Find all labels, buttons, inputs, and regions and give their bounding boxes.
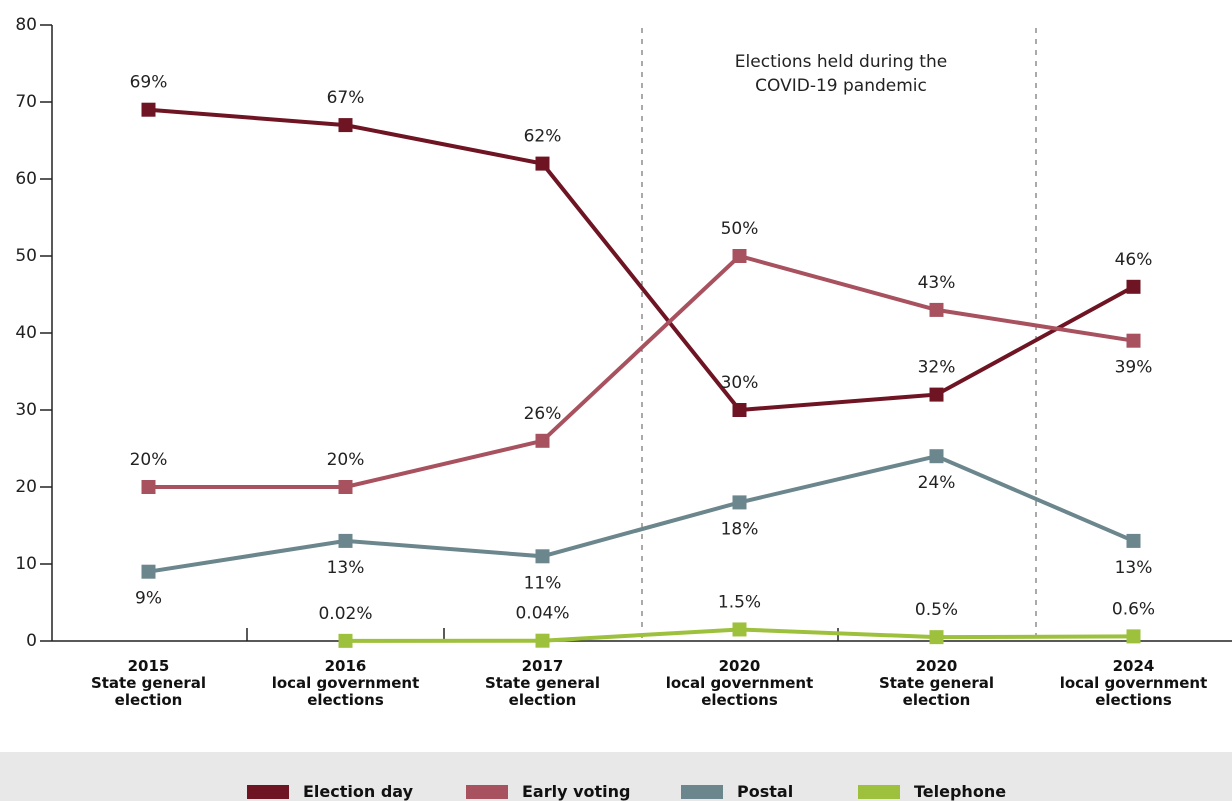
legend-item: Telephone (858, 782, 1006, 801)
marker (338, 118, 353, 133)
data-label: 30% (721, 373, 759, 393)
y-tick-label: 60 (15, 169, 37, 189)
series-line (148, 253, 1134, 489)
data-label: 0.6% (1112, 599, 1155, 619)
data-label: 13% (327, 558, 365, 578)
series-line (148, 454, 1135, 574)
marker (1126, 629, 1141, 644)
data-label: 20% (130, 450, 168, 470)
marker (1126, 279, 1141, 294)
marker (929, 449, 944, 464)
legend-swatch (466, 784, 508, 799)
marker (535, 156, 550, 171)
legend-label: Telephone (914, 782, 1007, 801)
data-label: 24% (918, 473, 956, 493)
marker (732, 249, 747, 263)
legend-label: Election day (303, 782, 414, 801)
data-label: 20% (327, 450, 365, 470)
data-label: 13% (1115, 558, 1153, 578)
marker (535, 433, 550, 448)
x-tick-label: 2016 local government elections (271, 657, 420, 709)
y-tick-label: 80 (15, 15, 37, 35)
marker (929, 302, 944, 317)
legend-item: Election day (247, 782, 413, 801)
marker (535, 549, 550, 564)
legend: Election day Early voting Postal Telephone (0, 752, 1232, 801)
data-label: 0.04% (515, 604, 569, 624)
marker (1126, 533, 1141, 548)
x-tick-label: 2015 State general election (90, 657, 207, 709)
marker (141, 102, 156, 117)
data-label: 32% (918, 358, 956, 378)
data-label: 0.02% (318, 604, 372, 624)
marker (535, 633, 550, 648)
legend-swatch (858, 784, 900, 799)
marker (1126, 333, 1141, 348)
data-label: 18% (721, 519, 759, 539)
marker (338, 633, 353, 648)
legend-swatch (681, 784, 723, 799)
data-label: 62% (524, 127, 562, 147)
marker (732, 495, 747, 510)
y-tick-label: 30 (15, 400, 37, 420)
data-label: 69% (130, 73, 168, 93)
data-label: 43% (918, 273, 956, 293)
x-tick-label: 2017 State general election (484, 657, 601, 709)
data-label: 1.5% (718, 592, 761, 612)
annotation: Elections held during the COVID-19 pande… (734, 52, 948, 96)
marker (732, 403, 747, 417)
y-tick-label: 50 (15, 246, 37, 266)
x-tick-label: 2020 local government elections (665, 657, 814, 709)
data-label: 50% (721, 219, 759, 239)
data-label: 0.5% (915, 600, 958, 620)
legend-label: Early voting (522, 782, 631, 801)
marker (338, 480, 353, 494)
data-label: 11% (524, 573, 562, 593)
y-tick-label: 40 (15, 323, 37, 343)
x-tick-label: 2024 local government elections (1059, 657, 1208, 709)
marker (732, 622, 747, 637)
legend-item: Early voting (466, 782, 631, 801)
series-line (148, 107, 1135, 413)
data-label: 46% (1115, 250, 1153, 270)
legend-label: Postal (737, 782, 794, 801)
y-tick-label: 70 (15, 92, 37, 112)
data-label: 39% (1115, 358, 1153, 378)
y-tick-label: 10 (15, 554, 37, 574)
x-tick-label: 2020 State general election (878, 657, 995, 709)
y-tick-label: 0 (26, 631, 37, 651)
marker (141, 564, 156, 579)
marker (338, 533, 353, 548)
data-label: 67% (327, 88, 365, 108)
legend-item: Postal (681, 782, 793, 801)
data-label: 9% (135, 589, 162, 609)
marker (929, 387, 944, 402)
legend-swatch (247, 784, 289, 799)
marker (141, 480, 156, 494)
data-label: 26% (524, 404, 562, 424)
marker (929, 630, 944, 645)
y-tick-label: 20 (15, 477, 37, 497)
